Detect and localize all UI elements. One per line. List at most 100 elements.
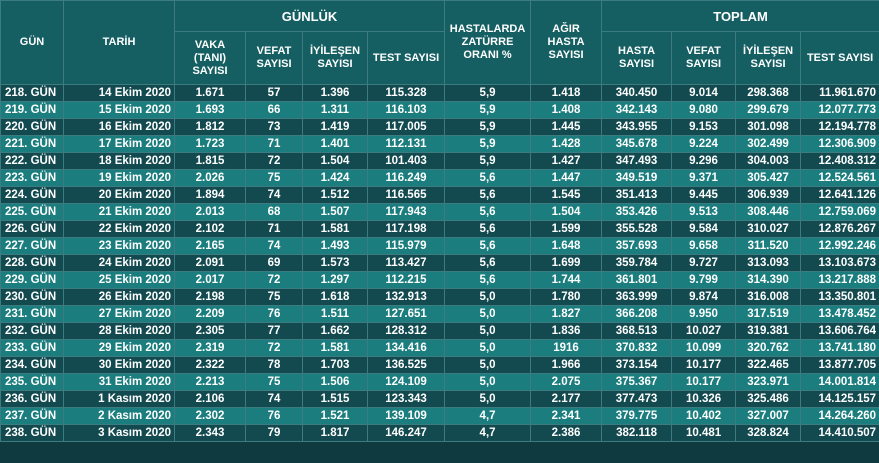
cell-total-test: 14.125.157 (800, 390, 879, 408)
cell-tarih: 22 Ekim 2020 (63, 220, 175, 238)
cell-agir: 1916 (530, 339, 603, 357)
cell-total-iyilesen: 311.520 (735, 237, 802, 255)
cell-total-iyilesen: 320.762 (735, 339, 802, 357)
cell-test: 132.913 (366, 288, 446, 306)
cell-total-iyilesen: 310.027 (735, 220, 802, 238)
cell-test: 128.312 (366, 322, 446, 340)
cell-agir: 1.428 (530, 135, 603, 153)
header-zaturre: HASTALARDA ZATÜRRE ORANI % (444, 0, 532, 85)
cell-total-vefat: 9.153 (671, 118, 737, 136)
cell-agir: 1.780 (530, 288, 603, 306)
cell-total-test: 14.264.260 (800, 407, 879, 425)
cell-total-hasta: 375.367 (601, 373, 673, 391)
table-row: 228. GÜN 24 Ekim 2020 2.091 69 1.573 113.427 5… (0, 254, 879, 272)
cell-vefat: 72 (245, 339, 303, 357)
table-row: 234. GÜN 30 Ekim 2020 2.322 78 1.703 136.525 5… (0, 356, 879, 374)
cell-zaturre: 5,6 (444, 254, 532, 272)
cell-gun: 218. GÜN (0, 84, 64, 102)
cell-gun: 237. GÜN (0, 407, 64, 425)
cell-test: 101.403 (366, 152, 446, 170)
cell-vefat: 74 (245, 237, 303, 255)
cell-gun: 236. GÜN (0, 390, 64, 408)
cell-zaturre: 5,0 (444, 288, 532, 306)
cell-zaturre: 5,6 (444, 271, 532, 289)
cell-iyilesen: 1.581 (302, 339, 368, 357)
cell-gun: 233. GÜN (0, 339, 64, 357)
cell-total-test: 12.077.773 (800, 101, 879, 119)
cell-total-hasta: 368.513 (601, 322, 673, 340)
cell-test: 117.005 (366, 118, 446, 136)
cell-vaka: 2.165 (174, 237, 246, 255)
cell-total-iyilesen: 316.008 (735, 288, 802, 306)
cell-vaka: 2.091 (174, 254, 246, 272)
cell-zaturre: 5,6 (444, 203, 532, 221)
cell-tarih: 31 Ekim 2020 (63, 373, 175, 391)
cell-total-hasta: 355.528 (601, 220, 673, 238)
cell-total-vefat: 10.027 (671, 322, 737, 340)
table-header: GÜN TARİH GÜNLÜK HASTALARDA ZATÜRRE ORAN… (0, 0, 879, 85)
cell-vefat: 73 (245, 118, 303, 136)
table-row: 224. GÜN 20 Ekim 2020 1.894 74 1.512 116.565 5… (0, 186, 879, 204)
cell-test: 127.651 (366, 305, 446, 323)
cell-total-test: 12.992.246 (800, 237, 879, 255)
header-gunluk: GÜNLÜK (173, 0, 446, 32)
cell-total-hasta: 363.999 (601, 288, 673, 306)
cell-vaka: 2.106 (174, 390, 246, 408)
table-row: 238. GÜN 3 Kasım 2020 2.343 79 1.817 146.247 4… (0, 424, 879, 442)
cell-test: 116.249 (366, 169, 446, 187)
cell-zaturre: 5,6 (444, 220, 532, 238)
cell-total-iyilesen: 298.368 (735, 84, 802, 102)
cell-iyilesen: 1.297 (302, 271, 368, 289)
cell-agir: 1.744 (530, 271, 603, 289)
cell-total-vefat: 9.014 (671, 84, 737, 102)
cell-gun: 224. GÜN (0, 186, 64, 204)
cell-iyilesen: 1.396 (302, 84, 368, 102)
cell-iyilesen: 1.424 (302, 169, 368, 187)
cell-test: 113.427 (366, 254, 446, 272)
cell-agir: 1.827 (530, 305, 603, 323)
cell-total-iyilesen: 325.486 (735, 390, 802, 408)
cell-vaka: 1.812 (174, 118, 246, 136)
header-total-hasta: HASTA SAYISI (601, 31, 673, 85)
cell-zaturre: 5,9 (444, 118, 532, 136)
cell-vefat: 75 (245, 169, 303, 187)
cell-gun: 235. GÜN (0, 373, 64, 391)
cell-vefat: 78 (245, 356, 303, 374)
cell-agir: 1.836 (530, 322, 603, 340)
cell-total-iyilesen: 302.499 (735, 135, 802, 153)
cell-vaka: 2.209 (174, 305, 246, 323)
cell-total-vefat: 9.727 (671, 254, 737, 272)
header-total-test: TEST SAYISI (800, 31, 879, 85)
cell-test: 117.198 (366, 220, 446, 238)
cell-vaka: 2.013 (174, 203, 246, 221)
cell-iyilesen: 1.504 (302, 152, 368, 170)
cell-gun: 229. GÜN (0, 271, 64, 289)
table-row: 227. GÜN 23 Ekim 2020 2.165 74 1.493 115.979 5… (0, 237, 879, 255)
header-agir: AĞIR HASTA SAYISI (530, 0, 603, 85)
table-row: 237. GÜN 2 Kasım 2020 2.302 76 1.521 139.109 4… (0, 407, 879, 425)
header-total-vefat: VEFAT SAYISI (671, 31, 737, 85)
cell-zaturre: 5,9 (444, 135, 532, 153)
cell-total-hasta: 377.473 (601, 390, 673, 408)
cell-tarih: 25 Ekim 2020 (63, 271, 175, 289)
cell-total-test: 12.641.126 (800, 186, 879, 204)
cell-vaka: 1.671 (174, 84, 246, 102)
cell-total-test: 12.408.312 (800, 152, 879, 170)
cell-test: 146.247 (366, 424, 446, 442)
cell-gun: 231. GÜN (0, 305, 64, 323)
cell-vefat: 77 (245, 322, 303, 340)
cell-total-iyilesen: 313.093 (735, 254, 802, 272)
cell-gun: 228. GÜN (0, 254, 64, 272)
cell-total-hasta: 359.784 (601, 254, 673, 272)
cell-vefat: 71 (245, 220, 303, 238)
cell-iyilesen: 1.703 (302, 356, 368, 374)
cell-gun: 222. GÜN (0, 152, 64, 170)
cell-total-vefat: 9.513 (671, 203, 737, 221)
table-body: 218. GÜN 14 Ekim 2020 1.671 57 1.396 115.328 5… (0, 84, 879, 442)
cell-agir: 1.504 (530, 203, 603, 221)
cell-gun: 219. GÜN (0, 101, 64, 119)
header-test: TEST SAYISI (366, 31, 446, 85)
cell-tarih: 16 Ekim 2020 (63, 118, 175, 136)
table-row: 221. GÜN 17 Ekim 2020 1.723 71 1.401 112.131 5… (0, 135, 879, 153)
cell-tarih: 19 Ekim 2020 (63, 169, 175, 187)
